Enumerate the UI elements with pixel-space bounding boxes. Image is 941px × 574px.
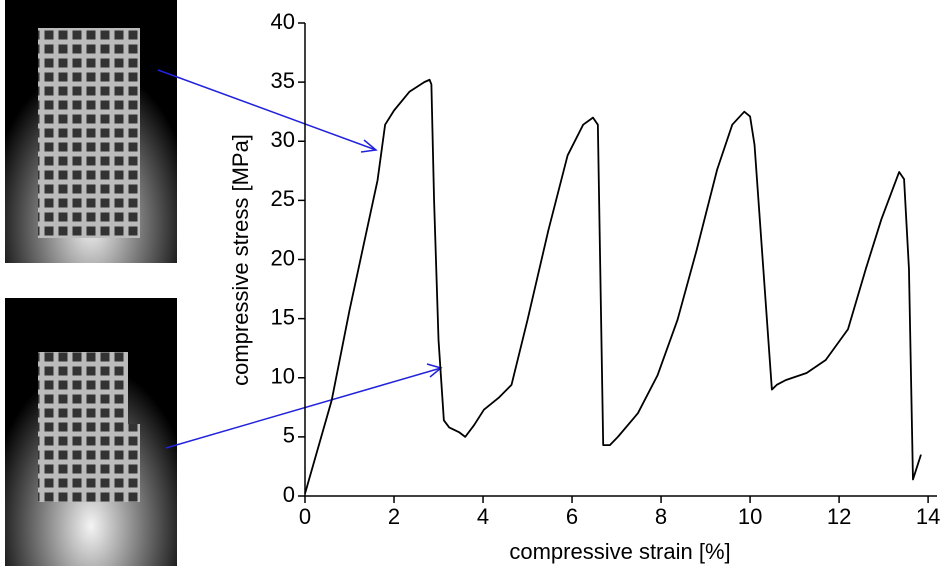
y-tick-label: 0 <box>283 482 295 507</box>
photo-intact <box>5 0 177 263</box>
y-tick-label: 5 <box>283 423 295 448</box>
x-tick-label: 14 <box>916 504 940 529</box>
y-tick-label: 40 <box>271 9 295 34</box>
y-tick-label: 35 <box>271 68 295 93</box>
x-tick-label: 2 <box>388 504 400 529</box>
y-axis-label: compressive stress [MPa] <box>228 134 253 386</box>
x-tick-label: 8 <box>655 504 667 529</box>
photo-collapsed <box>5 298 177 566</box>
annotation-arrows <box>157 69 443 449</box>
y-tick-label: 10 <box>271 364 295 389</box>
y-tick-label: 20 <box>271 245 295 270</box>
y-tick-label: 15 <box>271 304 295 329</box>
y-tick-label: 25 <box>271 186 295 211</box>
x-tick-label: 12 <box>827 504 851 529</box>
x-axis-label: compressive strain [%] <box>509 539 730 564</box>
data-line <box>304 78 922 494</box>
x-tick-label: 6 <box>566 504 578 529</box>
y-tick-label: 30 <box>271 127 295 152</box>
x-tick-label: 0 <box>299 504 311 529</box>
x-tick-label: 4 <box>477 504 489 529</box>
x-tick-label: 10 <box>738 504 762 529</box>
